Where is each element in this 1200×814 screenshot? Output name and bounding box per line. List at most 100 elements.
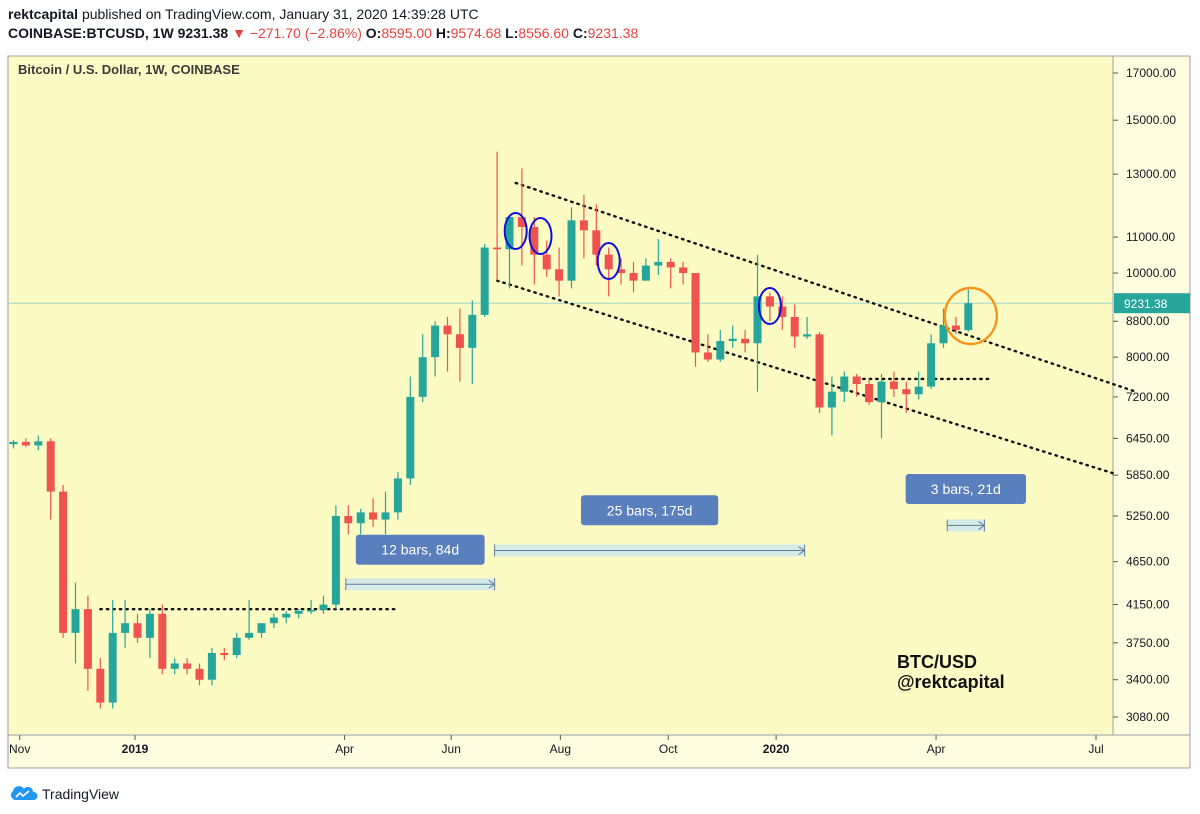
candle-body [865,384,874,403]
candle-body [604,254,613,270]
candle-body [381,512,390,520]
time-axis-panel [8,735,1190,768]
candle-body [927,343,936,387]
candle-body [493,247,502,250]
plot-background [8,56,1113,735]
candle [902,381,911,413]
range-25-bars: 25 bars, 175d [494,495,806,557]
y-tick-label: 4150.00 [1126,598,1170,612]
tradingview-logo-icon[interactable] [8,786,38,802]
candle-body [877,381,886,403]
candle [356,508,365,535]
candle-body [505,217,514,250]
candle-body [468,314,477,348]
candle [344,505,353,535]
publish-text: published on TradingView.com, January 31… [81,6,479,22]
y-tick-label: 5850.00 [1126,468,1170,482]
tradingview-brand[interactable]: TradingView [42,786,120,802]
author-name[interactable]: rektcapital [8,6,79,22]
trendline-upper-channel [514,181,1137,393]
open-value: 8595.00 [381,25,432,41]
candle [331,505,340,610]
candle [170,658,179,675]
y-tick-label: 8000.00 [1126,350,1170,364]
candle [9,440,18,449]
candle [964,289,973,332]
candle [431,321,440,377]
candle [269,613,278,629]
candle [369,498,378,527]
candle [505,217,514,289]
candle-body [790,316,799,337]
candle-body [679,267,688,274]
watermark-handle: @rektcapital [897,672,1005,692]
blue-circle-annotation [503,212,528,250]
candle-body [852,376,861,385]
candle [443,316,452,372]
candle [307,600,316,614]
candle [567,207,576,289]
candle-body [71,609,80,633]
candle-body [145,613,154,638]
last-price-badge [1114,293,1190,314]
candle [716,329,725,362]
candle-body [840,376,849,392]
candle [121,600,130,648]
orange-circle-annotation [943,286,998,346]
candle [294,609,303,619]
y-tick-label: 5250.00 [1126,509,1170,523]
range-12-bars: 12 bars, 84d [345,534,496,591]
candle-body [753,296,762,344]
candle [604,247,613,297]
candle-body [282,613,291,618]
candle [21,438,30,448]
candle [418,334,427,403]
candle [245,600,254,640]
candle [282,611,291,624]
candle-body [964,303,973,331]
blue-circle-annotation [528,217,553,255]
candle-body [902,389,911,395]
blue-circle-annotation [596,242,621,280]
y-tick-label: 6450.00 [1126,431,1170,445]
chart-frame [7,55,1191,769]
range-label-box [581,495,719,526]
candle-body [703,352,712,360]
candle [815,332,824,413]
y-tick-label: 7200.00 [1126,390,1170,404]
last-price-label: 9231.38 [1124,297,1168,311]
candle-body [939,325,948,344]
candle-body [666,261,675,268]
candle [728,325,737,348]
candle [96,658,105,709]
candle [827,376,836,436]
y-tick-label: 4650.00 [1126,555,1170,569]
y-tick-label: 3080.00 [1126,710,1170,724]
candle [840,371,849,403]
candle-body [369,512,378,520]
candle [232,632,241,659]
candle-body [195,668,204,680]
candle-body [183,663,192,669]
candle-body [567,220,576,281]
candle [207,647,216,686]
range-label: 12 bars, 84d [381,542,459,558]
y-tick-label: 10000.00 [1126,266,1176,280]
candle-body [121,623,130,633]
candle-body [220,652,229,656]
candle-body [108,632,117,703]
candle-body [815,334,824,408]
candle-body [728,338,737,342]
candle [493,151,502,281]
candle-body [778,306,787,317]
candle-body [59,491,68,633]
x-tick-label: Nov [9,742,30,756]
open-label: O: [365,25,382,41]
y-tick-label: 11000.00 [1126,230,1175,244]
candle-body [319,604,328,611]
watermark-pair: BTC/USD [897,652,977,672]
candle-body [96,668,105,703]
candle [939,308,948,348]
candle [133,613,142,643]
price-chart[interactable]: 17000.00 15000.00 13000.00 11000.00 10000.00… [0,48,1200,778]
